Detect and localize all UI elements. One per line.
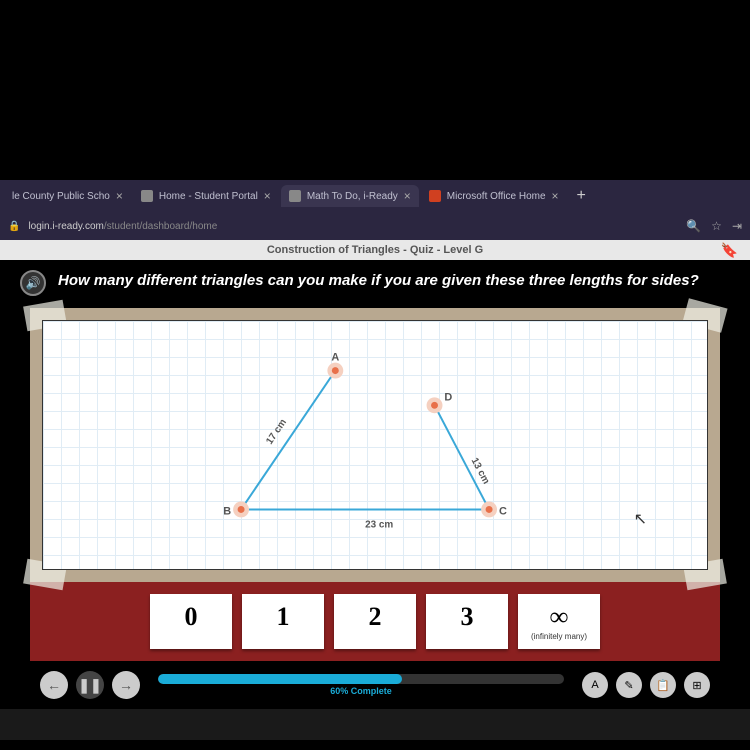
lesson-title: Construction of Triangles - Quiz - Level… bbox=[267, 244, 483, 256]
audio-play-button[interactable]: 🔊 bbox=[20, 270, 46, 296]
language-button[interactable]: A bbox=[582, 672, 608, 698]
new-tab-button[interactable]: + bbox=[569, 187, 594, 205]
answer-value: ∞ bbox=[522, 602, 596, 632]
svg-text:23 cm: 23 cm bbox=[365, 519, 393, 530]
calculator-button[interactable]: ⊞ bbox=[684, 672, 710, 698]
close-icon[interactable]: × bbox=[264, 189, 271, 203]
answer-option[interactable]: 2 bbox=[334, 594, 416, 649]
lock-icon: 🔒 bbox=[8, 221, 20, 232]
notes-button[interactable]: 📋 bbox=[650, 672, 676, 698]
tab-favicon bbox=[289, 190, 301, 202]
close-icon[interactable]: × bbox=[116, 189, 123, 203]
progress-label: 60% Complete bbox=[158, 686, 564, 696]
lesson-title-bar: Construction of Triangles - Quiz - Level… bbox=[0, 240, 750, 260]
svg-text:A: A bbox=[331, 352, 339, 364]
svg-text:17 cm: 17 cm bbox=[264, 417, 289, 447]
answer-option[interactable]: ∞(infinitely many) bbox=[518, 594, 600, 649]
menu-icon[interactable]: ⇥ bbox=[732, 219, 742, 233]
svg-text:D: D bbox=[444, 391, 452, 403]
tab-favicon bbox=[429, 190, 441, 202]
browser-tab-bar: le County Public Scho × Home - Student Po… bbox=[0, 180, 750, 212]
progress-container: 60% Complete bbox=[158, 674, 564, 696]
search-icon[interactable]: 🔍 bbox=[686, 219, 701, 233]
bottom-toolbar: ← ❚❚ → 60% Complete A ✎ 📋 ⊞ bbox=[20, 661, 730, 709]
browser-tab[interactable]: le County Public Scho × bbox=[4, 185, 131, 207]
svg-text:B: B bbox=[223, 505, 231, 517]
answer-row: 0123 ∞(infinitely many) bbox=[30, 582, 720, 661]
diagram-panel: 17 cm 13 cm 23 cm A D B C ↖ bbox=[30, 308, 720, 582]
progress-bar bbox=[158, 674, 564, 684]
close-icon[interactable]: × bbox=[552, 189, 559, 203]
forward-button[interactable]: → bbox=[112, 671, 140, 699]
star-icon[interactable]: ☆ bbox=[711, 219, 722, 233]
close-icon[interactable]: × bbox=[404, 189, 411, 203]
pause-button[interactable]: ❚❚ bbox=[76, 671, 104, 699]
answer-subtext: (infinitely many) bbox=[522, 632, 596, 641]
browser-tab-active[interactable]: Math To Do, i-Ready × bbox=[281, 185, 419, 207]
pencil-tool-button[interactable]: ✎ bbox=[616, 672, 642, 698]
answer-value: 1 bbox=[246, 602, 320, 632]
tab-label: le County Public Scho bbox=[12, 191, 110, 202]
graph-paper: 17 cm 13 cm 23 cm A D B C ↖ bbox=[42, 320, 708, 570]
answer-value: 3 bbox=[430, 602, 504, 632]
tab-label: Microsoft Office Home bbox=[447, 191, 546, 202]
answer-value: 2 bbox=[338, 602, 412, 632]
bookmark-icon[interactable]: 🔖 bbox=[721, 242, 738, 259]
answer-option[interactable]: 1 bbox=[242, 594, 324, 649]
browser-tab[interactable]: Microsoft Office Home × bbox=[421, 185, 567, 207]
url-display[interactable]: login.i-ready.com/student/dashboard/home bbox=[28, 221, 217, 232]
tab-favicon bbox=[141, 190, 153, 202]
tab-label: Home - Student Portal bbox=[159, 191, 258, 202]
answer-option[interactable]: 0 bbox=[150, 594, 232, 649]
back-button[interactable]: ← bbox=[40, 671, 68, 699]
svg-text:C: C bbox=[499, 505, 507, 517]
question-text: How many different triangles can you mak… bbox=[58, 270, 699, 291]
address-bar: 🔒 login.i-ready.com/student/dashboard/ho… bbox=[0, 212, 750, 240]
cursor-icon: ↖ bbox=[634, 509, 647, 529]
answer-value: 0 bbox=[154, 602, 228, 632]
browser-tab[interactable]: Home - Student Portal × bbox=[133, 185, 279, 207]
answer-option[interactable]: 3 bbox=[426, 594, 508, 649]
svg-text:13 cm: 13 cm bbox=[469, 456, 492, 486]
triangle-diagram: 17 cm 13 cm 23 cm A D B C bbox=[43, 321, 707, 569]
tab-label: Math To Do, i-Ready bbox=[307, 191, 398, 202]
